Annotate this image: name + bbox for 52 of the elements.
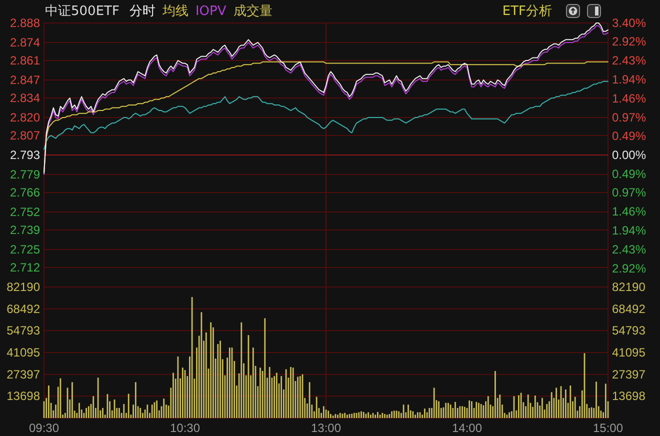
y-tick-label: 13698: [6, 389, 40, 404]
y2-tick-label: 82190: [612, 280, 646, 294]
line-series: [44, 80, 608, 150]
y2-tick-label: 2.43%: [612, 54, 646, 68]
y-tick-label: 2.766: [10, 186, 40, 200]
y-tick-label: 2.820: [10, 110, 40, 124]
text: 成交量: [233, 4, 272, 19]
y2-tick-label: 2.43%: [612, 242, 646, 256]
y2-tick-label: 0.97%: [612, 186, 646, 200]
y2-tick-label: 0.97%: [612, 110, 646, 124]
text: 均线: [162, 3, 188, 20]
y-tick-label: 2.739: [10, 223, 40, 238]
x-tick-label: 14:00: [452, 421, 482, 435]
y2-tick-label: 54793: [612, 324, 646, 338]
y2-tick-label: 27397: [612, 367, 646, 382]
y-tick-label: 2.793: [10, 148, 40, 162]
text: ETF分析: [502, 3, 552, 20]
y2-tick-label: 0.00%: [612, 148, 646, 162]
y-tick-label: 2.752: [10, 204, 40, 219]
text: 分时: [129, 3, 156, 20]
y2-tick-label: 68492: [612, 302, 646, 316]
y-tick-label: 2.888: [10, 16, 40, 30]
y-tick-label: 2.834: [10, 91, 40, 106]
y2-tick-label: 1.46%: [612, 91, 646, 106]
y2-tick-label: 2.92%: [612, 261, 646, 276]
x-tick-label: 10:30: [170, 421, 200, 435]
y-tick-label: 54793: [6, 324, 40, 338]
x-tick-label: 09:30: [28, 421, 60, 435]
y-tick-label: 2.712: [10, 260, 40, 275]
y2-tick-label: 1.94%: [612, 223, 646, 238]
y2-tick-label: 0.49%: [612, 128, 646, 143]
y-tick-label: 2.847: [10, 72, 40, 87]
y-tick-label: 2.807: [10, 128, 40, 143]
text: IOPV: [195, 4, 226, 18]
y2-tick-label: 1.46%: [612, 204, 646, 219]
y2-tick-label: 1.94%: [612, 72, 646, 87]
x-tick-label: 13:00: [310, 421, 342, 435]
y2-tick-label: 2.92%: [612, 34, 646, 49]
y2-tick-label: 41095: [612, 346, 646, 360]
y2-tick-label: 0.49%: [612, 167, 646, 182]
x-tick-label: 15:00: [592, 421, 624, 435]
y-tick-label: 41095: [6, 346, 40, 360]
y-tick-label: 2.874: [10, 35, 40, 50]
y-tick-label: 2.725: [10, 242, 40, 256]
y-tick-label: 2.861: [10, 54, 40, 68]
y-tick-label: 27397: [6, 367, 40, 382]
chart-title: 中证500ETF: [45, 3, 120, 20]
y2-tick-label: 13698: [612, 389, 646, 404]
y2-tick-label: 3.40%: [612, 16, 646, 30]
y-tick-label: 68492: [6, 302, 40, 316]
y-tick-label: 82190: [6, 280, 40, 294]
y-tick-label: 2.779: [10, 167, 40, 182]
